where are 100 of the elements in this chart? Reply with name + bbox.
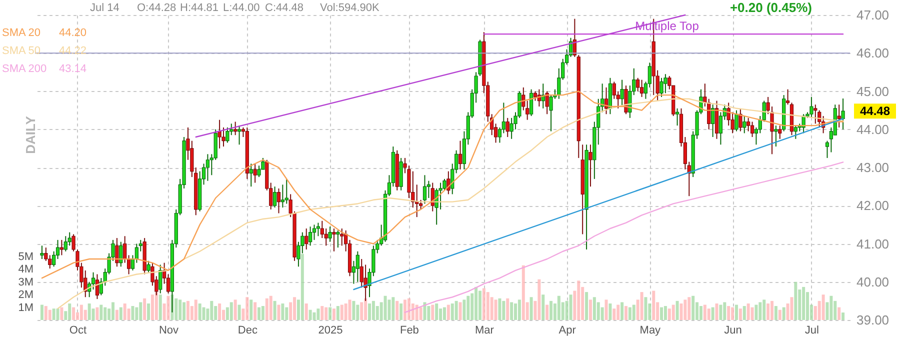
candlestick	[426, 180, 430, 198]
bar	[178, 300, 182, 320]
bar	[384, 296, 387, 320]
candlestick	[356, 250, 360, 282]
candlestick	[734, 110, 738, 132]
bar	[510, 302, 514, 320]
candlestick	[249, 163, 253, 188]
bar	[585, 292, 588, 320]
candlestick	[272, 186, 277, 208]
text: Jul 14	[90, 2, 120, 14]
candlestick	[332, 228, 336, 252]
bar	[348, 300, 352, 320]
candlestick	[837, 104, 841, 128]
bar	[174, 298, 178, 320]
candlestick	[44, 247, 48, 262]
bar	[388, 300, 391, 320]
bar	[419, 307, 422, 320]
bar	[340, 304, 344, 320]
candlestick	[458, 140, 462, 170]
x-tick-label: Jul	[804, 324, 819, 336]
candlestick	[308, 226, 312, 246]
bar	[150, 294, 154, 320]
candlestick	[158, 264, 162, 294]
candlestick	[738, 108, 742, 132]
bar	[202, 307, 206, 320]
bar	[688, 297, 691, 320]
bar	[822, 294, 825, 320]
bar	[592, 297, 596, 320]
bar	[707, 308, 710, 320]
bar	[557, 296, 560, 320]
bar	[680, 303, 683, 320]
x-tick-label: Oct	[69, 324, 87, 336]
y-tick-label: 47.00	[856, 8, 890, 22]
bar	[830, 296, 833, 320]
y2-tick-label: 4M	[18, 264, 34, 276]
bar	[494, 300, 498, 320]
candlestick	[52, 250, 56, 268]
y-tick-label: 42.00	[856, 198, 890, 214]
bar	[450, 303, 454, 320]
bar	[119, 307, 122, 320]
text: SMA 50	[2, 45, 41, 57]
bar	[139, 302, 142, 320]
bar	[166, 296, 170, 320]
bar	[731, 307, 734, 320]
bar	[458, 302, 462, 320]
bar	[281, 303, 284, 320]
candlestick	[841, 98, 845, 130]
candlestick	[620, 79, 624, 107]
bar	[692, 296, 695, 320]
line-series	[404, 162, 844, 313]
x-tick-label: Dec	[238, 324, 258, 336]
text: L:44.00	[223, 2, 260, 14]
candlestick	[750, 121, 754, 138]
bar	[754, 304, 758, 320]
candlestick	[206, 154, 210, 182]
bar	[364, 298, 368, 320]
bar	[254, 302, 257, 320]
bar	[218, 303, 222, 320]
bar	[308, 310, 312, 320]
bar	[312, 312, 316, 320]
bar	[112, 302, 114, 320]
bar	[300, 254, 304, 320]
bar	[466, 296, 470, 320]
bar	[261, 306, 264, 320]
bar	[612, 308, 616, 320]
x-tick-label: Mar	[474, 324, 494, 336]
bar	[431, 304, 434, 320]
bar	[774, 306, 778, 320]
candlestick	[146, 260, 150, 273]
text: O:44.28	[137, 2, 176, 14]
candlestick	[284, 178, 288, 204]
bar	[194, 300, 198, 320]
bar	[68, 303, 72, 320]
candlestick	[40, 245, 44, 260]
bar	[644, 297, 648, 320]
bar	[530, 297, 533, 320]
candlestick	[529, 88, 534, 117]
bar	[60, 307, 64, 320]
bar	[198, 303, 202, 320]
bar	[538, 279, 541, 320]
text: C:44.48	[265, 2, 304, 14]
candlestick	[316, 222, 320, 237]
bar	[502, 300, 506, 320]
bar	[628, 307, 632, 320]
bar	[96, 307, 99, 320]
y2-tick-label: 1M	[18, 302, 34, 314]
y-tick-label: 46.00	[856, 46, 890, 61]
x-tick-label: Feb	[400, 324, 419, 336]
bar	[715, 303, 718, 320]
candlestick	[253, 163, 257, 184]
bar	[782, 307, 786, 320]
candlestick	[588, 144, 592, 188]
bar	[258, 307, 261, 320]
bar	[454, 300, 458, 320]
bar	[372, 300, 375, 320]
bar	[758, 302, 762, 320]
bar	[123, 303, 126, 320]
y-tick-label: 40.00	[856, 274, 890, 290]
bar	[620, 302, 624, 320]
bar	[514, 303, 517, 320]
